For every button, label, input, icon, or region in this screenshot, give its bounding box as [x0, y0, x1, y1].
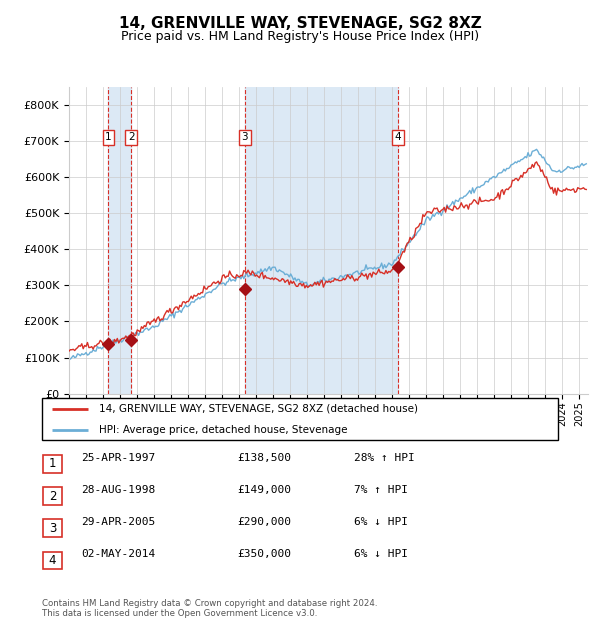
FancyBboxPatch shape [43, 552, 62, 569]
Text: £138,500: £138,500 [237, 453, 291, 463]
Text: 28% ↑ HPI: 28% ↑ HPI [354, 453, 415, 463]
FancyBboxPatch shape [43, 455, 62, 472]
Text: 14, GRENVILLE WAY, STEVENAGE, SG2 8XZ (detached house): 14, GRENVILLE WAY, STEVENAGE, SG2 8XZ (d… [99, 404, 418, 414]
Text: 3: 3 [49, 522, 56, 534]
Text: 14, GRENVILLE WAY, STEVENAGE, SG2 8XZ: 14, GRENVILLE WAY, STEVENAGE, SG2 8XZ [119, 16, 481, 31]
Text: This data is licensed under the Open Government Licence v3.0.: This data is licensed under the Open Gov… [42, 609, 317, 618]
Text: 3: 3 [241, 132, 248, 143]
Text: 02-MAY-2014: 02-MAY-2014 [81, 549, 155, 559]
Text: 28-AUG-1998: 28-AUG-1998 [81, 485, 155, 495]
Text: 2: 2 [49, 490, 56, 502]
Text: HPI: Average price, detached house, Stevenage: HPI: Average price, detached house, Stev… [99, 425, 347, 435]
Text: £149,000: £149,000 [237, 485, 291, 495]
FancyBboxPatch shape [43, 487, 62, 505]
Text: 1: 1 [49, 458, 56, 470]
Text: 1: 1 [105, 132, 112, 143]
Bar [245, 87, 398, 394]
FancyBboxPatch shape [43, 520, 62, 537]
Text: 4: 4 [49, 554, 56, 567]
Text: 2: 2 [128, 132, 134, 143]
Text: 4: 4 [395, 132, 401, 143]
FancyBboxPatch shape [42, 398, 558, 440]
Text: 7% ↑ HPI: 7% ↑ HPI [354, 485, 408, 495]
Text: 6% ↓ HPI: 6% ↓ HPI [354, 549, 408, 559]
Text: 29-APR-2005: 29-APR-2005 [81, 517, 155, 527]
Text: Price paid vs. HM Land Registry's House Price Index (HPI): Price paid vs. HM Land Registry's House … [121, 30, 479, 43]
Text: £350,000: £350,000 [237, 549, 291, 559]
Text: 25-APR-1997: 25-APR-1997 [81, 453, 155, 463]
Text: Contains HM Land Registry data © Crown copyright and database right 2024.: Contains HM Land Registry data © Crown c… [42, 600, 377, 608]
Text: £290,000: £290,000 [237, 517, 291, 527]
Bar [109, 87, 131, 394]
Text: 6% ↓ HPI: 6% ↓ HPI [354, 517, 408, 527]
